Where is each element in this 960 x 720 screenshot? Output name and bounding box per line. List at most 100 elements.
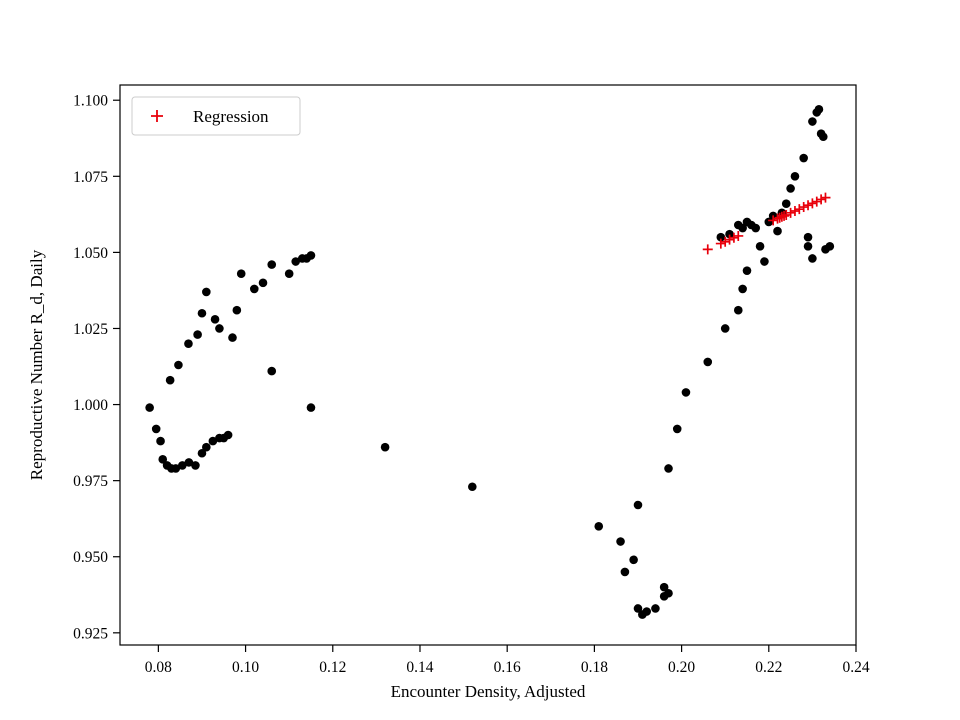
regression-point	[724, 234, 735, 245]
regression-point	[728, 232, 739, 243]
regression-point	[807, 198, 818, 209]
x-tick-label: 0.18	[581, 659, 608, 676]
data-point	[651, 604, 660, 613]
data-point	[803, 242, 813, 251]
y-tick-label: 1.025	[73, 321, 108, 338]
data-point	[755, 242, 765, 251]
regression-marker-icon	[151, 110, 163, 122]
regression-point	[776, 211, 787, 222]
data-point	[720, 324, 730, 333]
data-point	[468, 482, 477, 492]
data-point	[681, 388, 691, 397]
data-point	[249, 284, 259, 294]
regression-point	[772, 213, 783, 224]
data-point	[818, 132, 828, 142]
regression-point	[774, 212, 785, 223]
data-point	[760, 257, 769, 266]
data-point	[151, 424, 161, 434]
data-point	[672, 424, 682, 434]
plot-border	[119, 84, 857, 646]
data-point	[210, 315, 220, 324]
data-point	[629, 555, 638, 565]
x-tick-label: 0.10	[232, 659, 259, 676]
regression-point	[733, 230, 744, 241]
data-point	[738, 223, 747, 233]
data-point	[773, 226, 782, 236]
x-tick-label: 0.22	[755, 659, 782, 676]
regression-point	[816, 194, 827, 205]
data-point	[716, 232, 726, 242]
y-tick-label: 0.925	[73, 625, 108, 642]
data-point	[814, 105, 824, 114]
regression-point	[798, 202, 809, 213]
data-point	[825, 242, 835, 251]
data-point	[642, 607, 652, 616]
data-point	[267, 260, 277, 269]
data-point	[193, 330, 202, 339]
legend-box	[131, 96, 301, 136]
data-point	[306, 251, 316, 260]
data-point	[228, 333, 237, 342]
data-point	[742, 266, 752, 275]
y-axis-label: Reproductive Number R_d, Daily	[27, 249, 46, 480]
data-point	[786, 184, 795, 193]
x-tick-label: 0.20	[668, 659, 695, 676]
regression-point	[702, 244, 713, 255]
regression-point	[789, 206, 800, 216]
data-point	[197, 308, 207, 318]
data-point	[232, 305, 242, 315]
data-point	[664, 464, 673, 473]
y-tick-label: 1.050	[73, 245, 108, 262]
regression-point	[820, 192, 831, 203]
regression-point	[781, 209, 792, 220]
x-tick-label: 0.24	[842, 659, 869, 676]
y-tick-label: 1.000	[73, 397, 108, 414]
data-point	[738, 284, 747, 294]
data-point	[620, 567, 630, 577]
x-tick-label: 0.16	[494, 659, 521, 676]
data-point	[306, 403, 316, 412]
data-point	[633, 500, 643, 510]
y-tick-label: 1.075	[73, 169, 108, 186]
regression-point	[715, 238, 726, 249]
data-point	[808, 254, 817, 263]
data-point	[184, 458, 194, 467]
data-point	[594, 522, 604, 531]
data-point	[781, 199, 791, 208]
regression-point	[811, 196, 822, 207]
data-point	[184, 339, 193, 348]
data-point	[197, 448, 207, 458]
data-point	[145, 403, 154, 412]
data-point	[725, 229, 734, 239]
data-point	[202, 442, 211, 452]
x-tick-label: 0.14	[406, 659, 433, 676]
regression-point	[785, 207, 796, 218]
legend[interactable]: Regression	[131, 96, 301, 136]
data-point	[208, 436, 218, 446]
data-point	[178, 461, 187, 470]
data-point	[380, 442, 390, 452]
data-point	[258, 278, 268, 288]
x-tick-label: 0.08	[145, 659, 172, 676]
data-point	[236, 269, 246, 278]
regression-point	[803, 200, 814, 211]
plot-area: 0.08 0.10 0.12 0.14 0.16 0.18 0.20 0.22 0.24 0.92…	[73, 84, 870, 676]
data-point	[659, 582, 669, 592]
data-point	[215, 324, 224, 333]
data-point	[803, 232, 813, 242]
regression-point	[768, 215, 779, 226]
data-point	[165, 375, 175, 385]
data-point	[284, 269, 294, 278]
data-point	[156, 436, 165, 446]
y-tick-label: 0.950	[73, 549, 108, 566]
legend-label: Regression	[193, 107, 269, 126]
data-point	[267, 366, 277, 376]
data-point	[664, 588, 673, 598]
data-point	[633, 604, 643, 613]
data-point	[808, 117, 817, 126]
data-point	[223, 430, 233, 440]
data-point	[733, 305, 743, 315]
data-point	[191, 461, 200, 470]
data-point	[703, 357, 713, 367]
